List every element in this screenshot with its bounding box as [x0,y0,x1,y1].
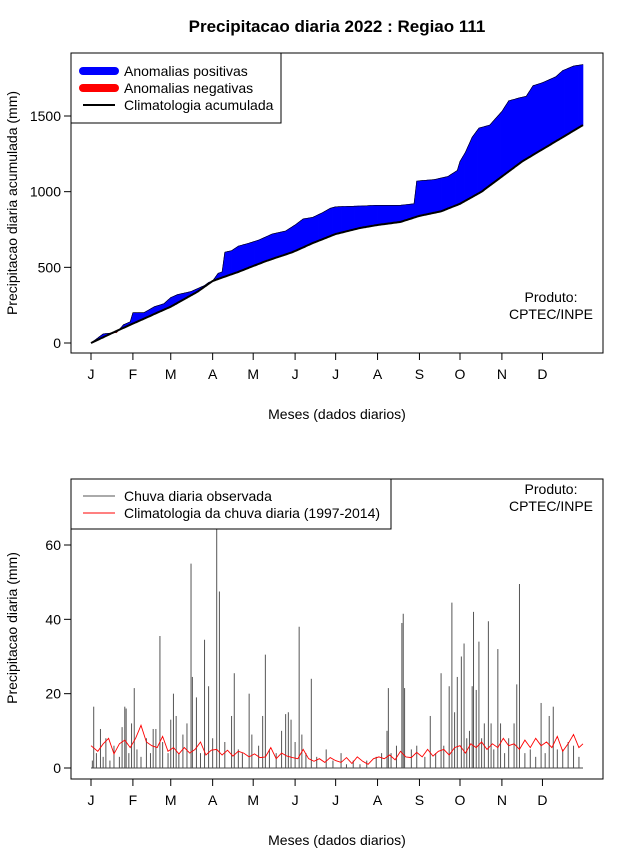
legend-label-climatology: Climatologia acumulada [124,97,274,113]
x-tick-label: J [292,366,299,382]
y-axis: 0 20 40 60 [45,537,71,776]
x-tick-label: A [208,366,218,382]
chart-title: Precipitacao diaria 2022 : Regiao 111 [189,17,486,36]
cumulative-precipitation-chart: Precipitacao diaria 2022 : Regiao 111 0 5… [4,17,604,422]
product-label: Produto: [525,289,578,305]
legend-label-climatology: Climatologia da chuva diaria (1997-2014) [124,505,380,521]
positive-anomaly-segment [581,64,584,127]
x-tick-label: A [373,366,383,382]
product-label: Produto: [525,481,578,497]
y-tick-label: 500 [38,259,62,275]
x-tick-label: A [373,792,383,808]
x-tick-label: J [292,792,299,808]
x-tick-label: D [537,792,547,808]
x-tick-label: M [247,792,259,808]
y-tick-label: 0 [53,335,61,351]
legend-label-negative: Anomalias negativas [124,80,253,96]
product-source: CPTEC/INPE [509,306,593,322]
y-tick-label: 1000 [30,184,61,200]
x-tick-label: J [88,792,95,808]
x-axis-label: Meses (dados diarios) [268,832,406,848]
x-axis-label: Meses (dados diarios) [268,406,406,422]
legend: Chuva diaria observada Climatologia da c… [70,478,392,530]
x-tick-label: J [88,366,95,382]
y-tick-label: 60 [45,537,61,553]
x-tick-label: N [497,792,507,808]
legend-box [70,478,392,530]
x-tick-label: M [165,792,177,808]
x-tick-label: J [332,366,339,382]
x-tick-label: O [455,792,466,808]
x-tick-label: N [497,366,507,382]
legend-label-observed: Chuva diaria observada [124,488,272,504]
x-tick-label: J [332,792,339,808]
x-tick-label: S [415,792,424,808]
y-tick-label: 20 [45,686,61,702]
product-source: CPTEC/INPE [509,498,593,514]
climatology-daily-line [90,724,584,765]
legend-label-positive: Anomalias positivas [124,63,248,79]
plot-frame [70,52,604,354]
observed-cumulative-line [90,64,584,344]
y-axis-label: Precipitacao diaria acumulada (mm) [4,91,20,315]
y-axis: 0 500 1000 1500 [30,108,71,351]
x-tick-label: D [537,366,547,382]
x-tick-label: O [455,366,466,382]
y-tick-label: 1500 [30,108,61,124]
daily-precipitation-chart: 0 20 40 60 J F M A M J J A S O N D Meses (dados diario… [4,478,604,848]
x-tick-label: F [129,792,138,808]
x-tick-label: S [415,366,424,382]
climatology-cumulative-line [90,124,584,344]
x-tick-label: M [165,366,177,382]
x-tick-label: F [129,366,138,382]
legend: Anomalias positivas Anomalias negativas … [70,52,282,124]
x-tick-label: A [208,792,218,808]
y-axis-label: Precipitacao diaria (mm) [4,552,20,704]
y-tick-label: 0 [53,760,61,776]
x-tick-label: M [247,366,259,382]
y-tick-label: 40 [45,611,61,627]
